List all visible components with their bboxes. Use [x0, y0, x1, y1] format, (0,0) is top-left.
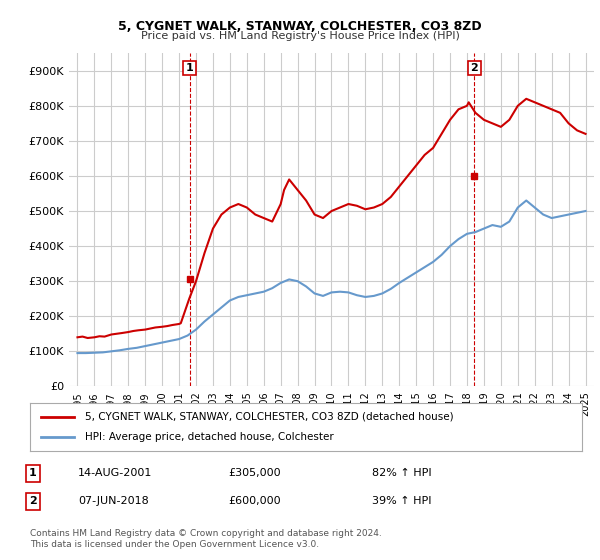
Text: 5, CYGNET WALK, STANWAY, COLCHESTER, CO3 8ZD (detached house): 5, CYGNET WALK, STANWAY, COLCHESTER, CO3…	[85, 412, 454, 422]
Text: £305,000: £305,000	[228, 468, 281, 478]
Text: 2: 2	[470, 63, 478, 73]
Text: 39% ↑ HPI: 39% ↑ HPI	[372, 496, 431, 506]
Text: 2: 2	[29, 496, 37, 506]
Text: 07-JUN-2018: 07-JUN-2018	[78, 496, 149, 506]
Text: Price paid vs. HM Land Registry's House Price Index (HPI): Price paid vs. HM Land Registry's House …	[140, 31, 460, 41]
Text: 1: 1	[186, 63, 193, 73]
Text: 1: 1	[29, 468, 37, 478]
Text: 82% ↑ HPI: 82% ↑ HPI	[372, 468, 431, 478]
Text: 5, CYGNET WALK, STANWAY, COLCHESTER, CO3 8ZD: 5, CYGNET WALK, STANWAY, COLCHESTER, CO3…	[118, 20, 482, 32]
Text: HPI: Average price, detached house, Colchester: HPI: Average price, detached house, Colc…	[85, 432, 334, 442]
Text: Contains HM Land Registry data © Crown copyright and database right 2024.
This d: Contains HM Land Registry data © Crown c…	[30, 529, 382, 549]
Text: 14-AUG-2001: 14-AUG-2001	[78, 468, 152, 478]
Text: £600,000: £600,000	[228, 496, 281, 506]
